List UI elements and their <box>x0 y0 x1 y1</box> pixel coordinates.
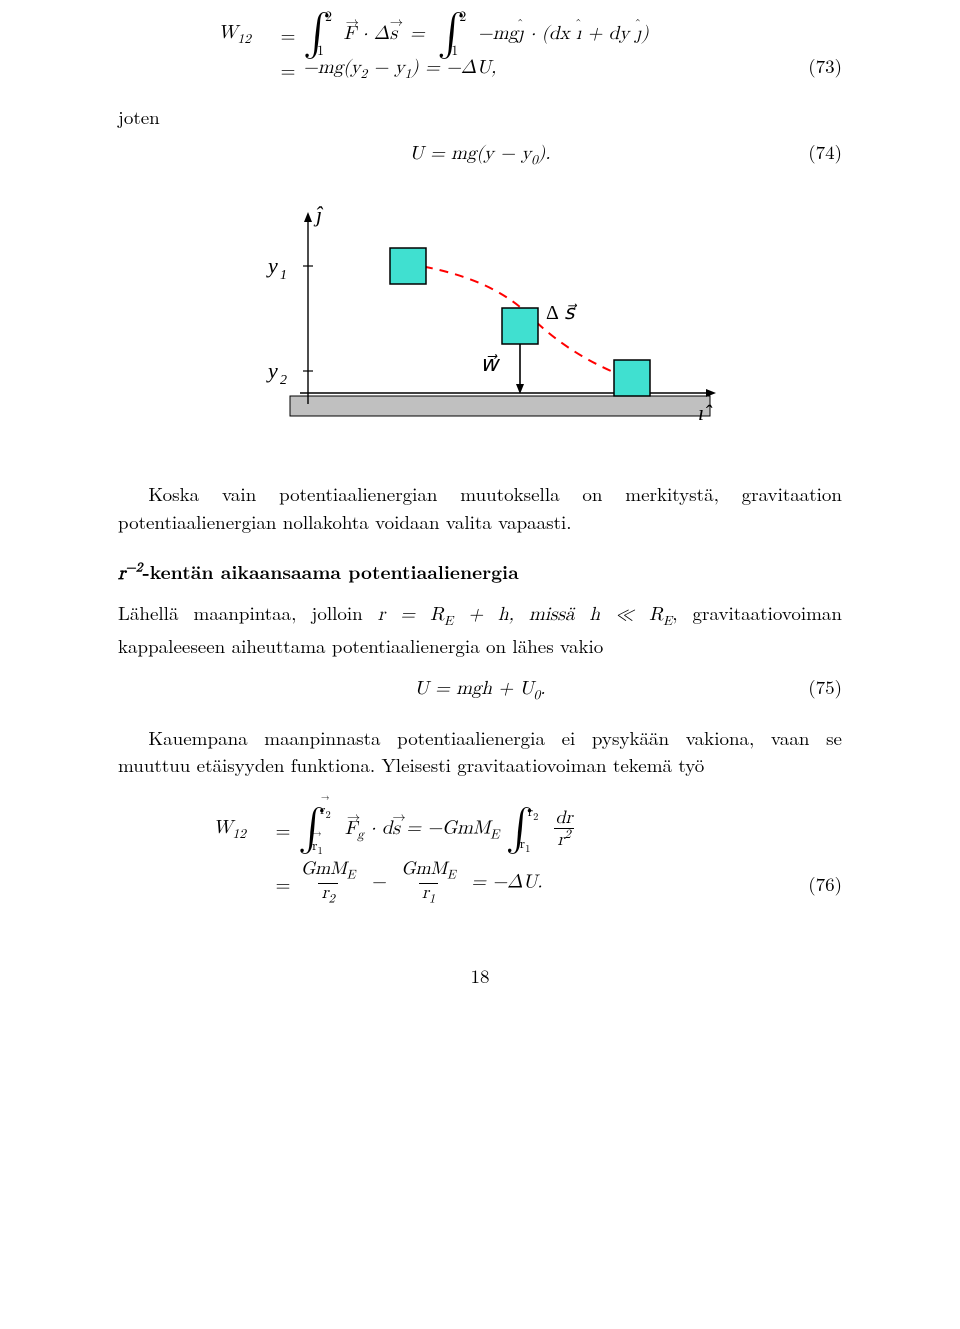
block-lower <box>614 360 650 396</box>
eq73-lhs-sub: 12 <box>238 32 251 46</box>
equation-76: W12 = ∫r→2r→1 F→g · ds→ = −GmME ∫r2r1 dr… <box>118 809 842 907</box>
paragraph-kauempana: Kauempana maanpinnasta potentiaalienergi… <box>118 724 842 779</box>
svg-text:2: 2 <box>280 373 287 388</box>
eq74-number: (74) <box>808 138 842 165</box>
equation-74: U = mg(y − y0). (74) <box>118 138 842 169</box>
ground-rect <box>290 396 710 416</box>
paragraph-koska: Koska vain potentiaalienergian muutoksel… <box>118 480 842 535</box>
svg-text:Δ: Δ <box>546 302 559 324</box>
svg-text:ĵ: ĵ <box>313 202 324 227</box>
joten-text: joten <box>118 103 842 130</box>
trajectory-figure: y 1 y 2 ĵ ı̂ w⃗ Δ s⃗ <box>118 196 842 452</box>
block-upper <box>390 248 426 284</box>
svg-text:1: 1 <box>280 268 287 283</box>
eq76-number: (76) <box>808 870 842 897</box>
paragraph-lahella: Lähellä maanpintaa, jolloin r = RE + h, … <box>118 599 842 659</box>
block-mid <box>502 308 538 344</box>
eq73-lhs: W <box>218 23 238 42</box>
page-number: 18 <box>118 962 842 989</box>
svg-text:y: y <box>266 253 278 278</box>
w-vector-label: w⃗ <box>480 351 501 376</box>
ds-label: s⃗ <box>564 302 577 324</box>
heading-r2-kentan: r−2-kentän aikaansaama potentiaalienergi… <box>118 557 842 585</box>
eq75-number: (75) <box>808 673 842 700</box>
svg-text:y: y <box>266 358 278 383</box>
equation-75: U = mgh + U0. (75) <box>118 673 842 704</box>
eq73-number: (73) <box>808 52 842 79</box>
equation-73: W12 = ∫21 F→ · Δs→ = ∫21 −mgȷˆ · (dx ıˆ … <box>118 18 842 83</box>
